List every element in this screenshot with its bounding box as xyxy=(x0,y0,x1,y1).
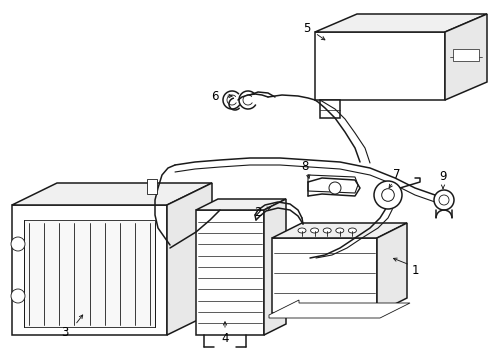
Text: 1: 1 xyxy=(410,264,418,276)
Circle shape xyxy=(433,190,453,210)
Polygon shape xyxy=(12,183,212,205)
Polygon shape xyxy=(268,300,409,318)
Ellipse shape xyxy=(310,228,318,233)
Circle shape xyxy=(11,289,25,303)
Polygon shape xyxy=(196,199,285,210)
Circle shape xyxy=(373,181,401,209)
Ellipse shape xyxy=(297,228,305,233)
Polygon shape xyxy=(24,220,155,327)
Text: 8: 8 xyxy=(301,159,308,172)
Text: 9: 9 xyxy=(438,171,446,184)
Polygon shape xyxy=(196,210,264,335)
Polygon shape xyxy=(314,32,444,100)
Text: 5: 5 xyxy=(303,22,310,35)
Text: 6: 6 xyxy=(211,90,218,103)
Text: 2: 2 xyxy=(254,206,261,219)
Text: 4: 4 xyxy=(221,332,228,345)
Polygon shape xyxy=(167,183,212,335)
Circle shape xyxy=(11,237,25,251)
Polygon shape xyxy=(147,179,157,194)
Polygon shape xyxy=(314,14,486,32)
Polygon shape xyxy=(264,199,285,335)
Polygon shape xyxy=(452,49,478,61)
Polygon shape xyxy=(444,14,486,100)
Circle shape xyxy=(328,182,340,194)
Polygon shape xyxy=(271,223,406,238)
Ellipse shape xyxy=(335,228,343,233)
Polygon shape xyxy=(271,238,376,313)
Circle shape xyxy=(438,195,448,205)
Ellipse shape xyxy=(323,228,330,233)
Polygon shape xyxy=(376,223,406,313)
Text: 7: 7 xyxy=(392,168,400,181)
Ellipse shape xyxy=(347,228,356,233)
Circle shape xyxy=(381,189,393,201)
Polygon shape xyxy=(12,205,167,335)
Polygon shape xyxy=(319,100,339,118)
Text: 3: 3 xyxy=(61,325,68,338)
